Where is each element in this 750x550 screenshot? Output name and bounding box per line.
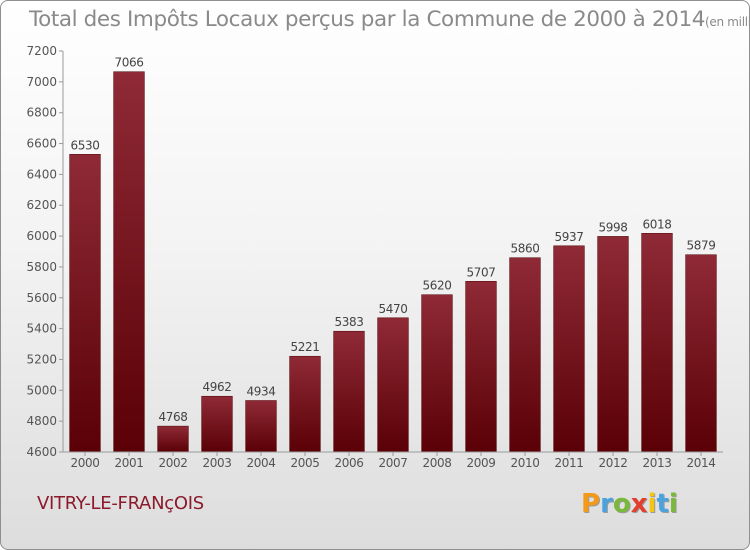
y-tick-label: 6400 (26, 167, 57, 181)
y-tick-label: 6800 (26, 106, 57, 120)
bar-2011 (553, 245, 585, 453)
y-tick-label: 5600 (26, 291, 57, 305)
bar-2010 (509, 257, 541, 453)
x-tick-label-2010: 2010 (511, 456, 540, 470)
proxiti-logo: Proxiti (581, 489, 678, 519)
y-tick-label: 5000 (26, 383, 57, 397)
y-tick-label: 4800 (26, 414, 57, 428)
x-tick-label-2009: 2009 (467, 456, 496, 470)
commune-name: VITRY-LE-FRANçOIS (37, 493, 204, 514)
value-label-2006: 5383 (335, 315, 364, 329)
x-tick-label-2014: 2014 (687, 456, 716, 470)
x-tick-label-2006: 2006 (335, 456, 364, 470)
bar-2001 (113, 71, 145, 453)
value-label-2009: 5707 (467, 265, 496, 279)
x-tick-label-2001: 2001 (115, 456, 144, 470)
x-tick-label-2012: 2012 (599, 456, 628, 470)
chart-title: Total des Impôts Locaux perçus par la Co… (29, 7, 749, 32)
x-tick-label-2002: 2002 (159, 456, 188, 470)
y-tick-label: 5200 (26, 352, 57, 366)
y-tick-label: 5800 (26, 260, 57, 274)
logo-letter: i (647, 489, 657, 519)
bars (69, 71, 717, 453)
value-label-2001: 7066 (115, 56, 144, 70)
bar-2004 (245, 400, 277, 453)
y-tick-label: 6200 (26, 198, 57, 212)
value-label-2005: 5221 (291, 340, 320, 354)
y-tick-label: 5400 (26, 322, 57, 336)
value-labels: 6530 7066 4768 4962 4934 5221 5383 5470 5620 5707… (71, 56, 716, 424)
x-tick-label-2000: 2000 (71, 456, 100, 470)
bar-2006 (333, 330, 365, 453)
bar-2008 (421, 294, 453, 453)
bar-2000 (69, 154, 101, 453)
value-label-2008: 5620 (423, 279, 452, 293)
bar-2013 (641, 233, 673, 453)
logo-letter: P (581, 489, 601, 519)
y-tick-label: 7200 (26, 44, 57, 58)
y-tick-label: 7000 (26, 75, 57, 89)
bar-2002 (157, 425, 189, 453)
value-label-2002: 4768 (159, 410, 188, 424)
value-label-2007: 5470 (379, 302, 408, 316)
value-label-2011: 5937 (555, 230, 584, 244)
value-label-2000: 6530 (71, 138, 100, 152)
x-tick-label-2007: 2007 (379, 456, 408, 470)
chart-title-unit: (en milliers d'€) (705, 15, 749, 29)
bar-2005 (289, 355, 321, 453)
x-tick-label-2003: 2003 (203, 456, 232, 470)
logo-letter: x (630, 489, 648, 519)
logo-letter: o (612, 489, 631, 519)
value-label-2004: 4934 (247, 384, 276, 398)
x-tick-label-2013: 2013 (643, 456, 672, 470)
y-tick-label: 6600 (26, 137, 57, 151)
value-label-2003: 4962 (203, 380, 232, 394)
logo-letter: t (656, 489, 669, 519)
logo-letter: i (668, 489, 678, 519)
value-label-2014: 5879 (687, 239, 716, 253)
logo-letter: r (600, 489, 613, 519)
x-tick-label-2011: 2011 (555, 456, 584, 470)
bar-2003 (201, 395, 233, 453)
bar-2009 (465, 281, 497, 453)
x-tick-label-2004: 2004 (247, 456, 276, 470)
x-tick-label-2008: 2008 (423, 456, 452, 470)
y-tick-label: 6000 (26, 229, 57, 243)
value-label-2013: 6018 (643, 217, 672, 231)
bar-2012 (597, 236, 629, 453)
bar-2007 (377, 317, 409, 453)
chart-title-main: Total des Impôts Locaux perçus par la Co… (29, 7, 705, 32)
x-tick-label-2005: 2005 (291, 456, 320, 470)
value-label-2012: 5998 (599, 220, 628, 234)
y-axis: 4600 4800 5000 5200 5400 5600 5800 6000 6200 6400… (26, 44, 64, 459)
value-label-2010: 5860 (511, 242, 540, 256)
x-axis: 2000 2001 2002 2003 2004 2005 2006 2007 2008 2009… (63, 451, 723, 470)
bar-2014 (685, 254, 717, 453)
y-tick-label: 4600 (26, 445, 57, 459)
